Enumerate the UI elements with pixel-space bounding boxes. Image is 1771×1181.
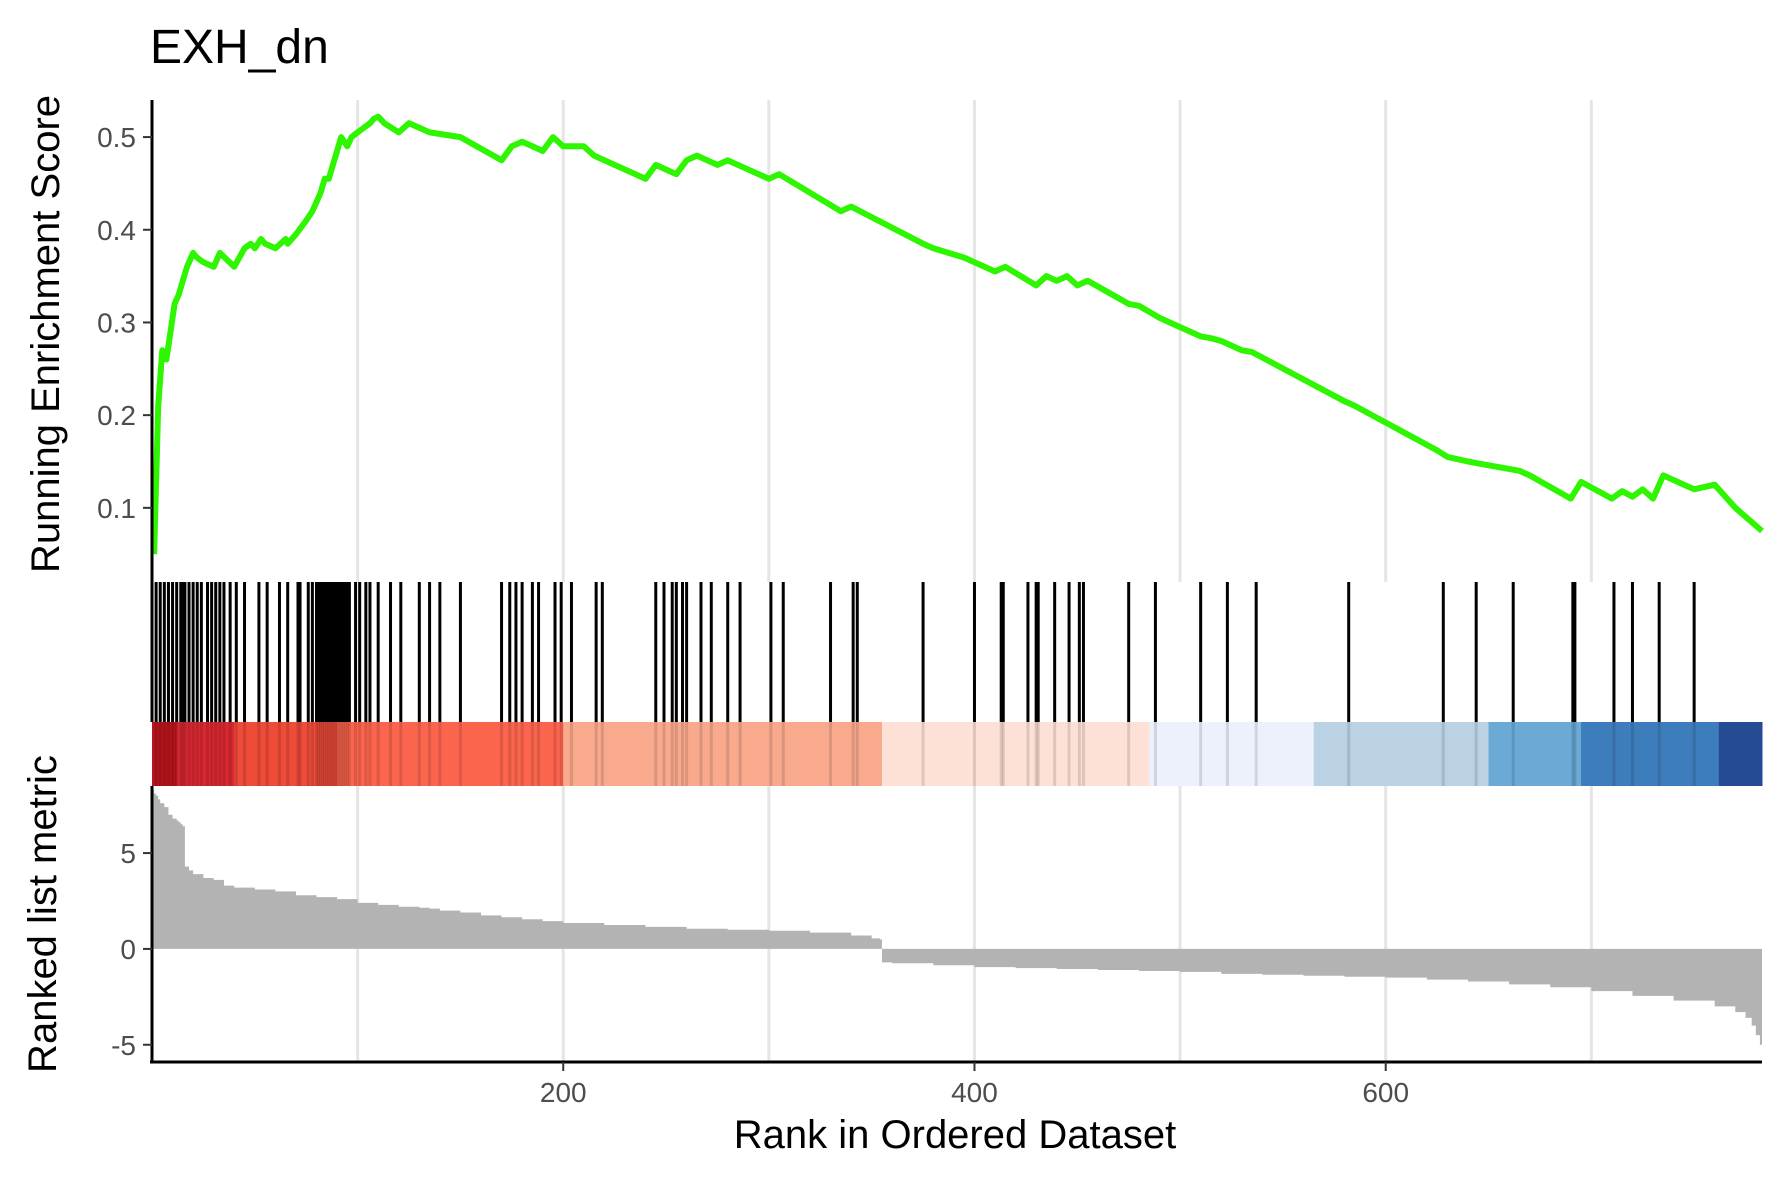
ranked-metric-area (152, 789, 1762, 1051)
running-es-line-layer (151, 113, 1764, 555)
es-y-tick-label: 0.3 (97, 307, 136, 338)
color-bar-segment (176, 722, 235, 786)
es-panel-grid (356, 100, 1593, 582)
es-y-tick-label: 0.4 (97, 215, 136, 246)
x-tick-label: 200 (540, 1077, 587, 1108)
rank-color-bar (152, 722, 1763, 786)
x-tick-label: 600 (1362, 1077, 1409, 1108)
tick-labels: 0.1 0.2 0.3 0.4 0.5 -5 0 5 200 400 600 (97, 122, 1409, 1108)
chart-title: EXH_dn (150, 21, 329, 74)
running-es-line (151, 113, 1764, 555)
color-bar-segment (563, 722, 883, 786)
es-y-tick-label: 0.5 (97, 122, 136, 153)
es-y-axis-label: Running Enrichment Score (24, 95, 68, 573)
ranked-metric-fill (152, 789, 1762, 1051)
color-bar-segment (234, 722, 338, 786)
es-y-tick-label: 0.1 (97, 493, 136, 524)
metric-y-tick-label: 5 (120, 838, 136, 869)
gene-hit-ticks (154, 582, 1696, 722)
color-bar-segment (337, 722, 564, 786)
metric-y-tick-label: 0 (120, 934, 136, 965)
color-bar-segment (881, 722, 1150, 786)
color-bar-segment (1488, 722, 1582, 786)
color-bar-segment (1313, 722, 1490, 786)
color-bar-segment (1149, 722, 1315, 786)
color-bar-segment (1718, 722, 1763, 786)
x-axis-label: Rank in Ordered Dataset (734, 1113, 1176, 1157)
color-bar-segment (152, 722, 178, 786)
axes (150, 100, 1762, 1064)
metric-y-axis-label: Ranked list metric (21, 755, 65, 1073)
x-tick-label: 400 (951, 1077, 998, 1108)
es-y-tick-label: 0.2 (97, 400, 136, 431)
color-bar-segment (1581, 722, 1720, 786)
metric-y-tick-label: -5 (111, 1030, 136, 1061)
